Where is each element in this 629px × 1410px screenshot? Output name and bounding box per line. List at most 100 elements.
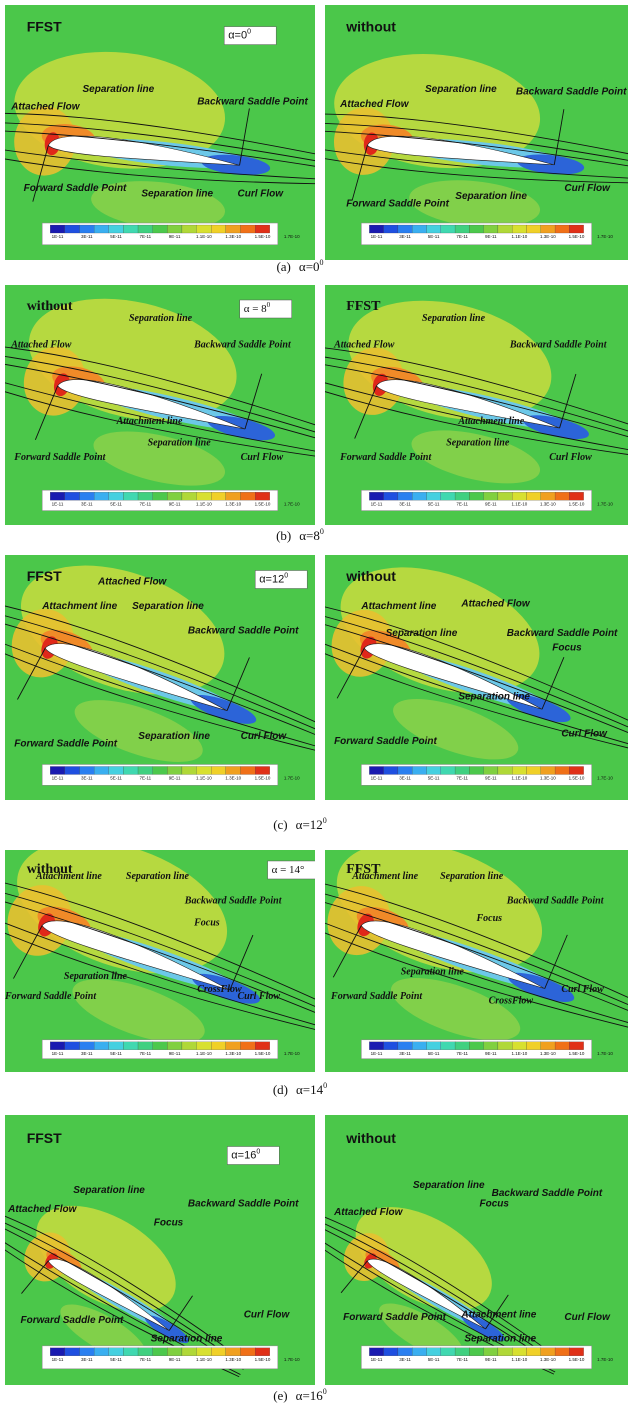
colorbar-swatch <box>569 492 583 500</box>
alpha-label: α=120 <box>259 573 288 586</box>
colorbar-swatch <box>79 1348 94 1356</box>
colorbar-label: 3E-11 <box>399 501 411 506</box>
colorbar-swatch <box>569 225 583 233</box>
colorbar-swatch <box>211 766 226 774</box>
colorbar-swatch <box>484 492 498 500</box>
colorbar-swatch <box>123 492 138 500</box>
colorbar-label: 1.1E-10 <box>511 1051 527 1056</box>
colorbar-label: 1.5E-10 <box>569 776 585 781</box>
colorbar-swatch <box>153 1348 168 1356</box>
caption-angle: α=14 <box>296 1082 324 1097</box>
annotation: Focus <box>480 1199 510 1210</box>
colorbar-swatch <box>241 1042 256 1050</box>
colorbar-swatch <box>94 766 109 774</box>
colorbar-swatch <box>484 1348 498 1356</box>
colorbar-swatch <box>412 766 426 774</box>
colorbar-label: 1.7E-10 <box>284 776 300 781</box>
annotation: Curl Flow <box>561 984 604 995</box>
colorbar-label: 1.5E-10 <box>255 1357 271 1362</box>
colorbar-swatch <box>498 225 512 233</box>
alpha-text: α=12 <box>259 573 284 585</box>
panel-title: without <box>27 299 73 314</box>
colorbar-label: 1.3E-10 <box>225 234 241 239</box>
colorbar-swatch <box>384 1348 398 1356</box>
colorbar-label: 7E-11 <box>140 776 152 781</box>
colorbar-swatch <box>541 225 555 233</box>
colorbar-swatch <box>526 492 540 500</box>
colorbar-label: 1.3E-10 <box>540 1051 556 1056</box>
colorbar-label: 3E-11 <box>81 501 93 506</box>
caption: (e)α=160 <box>273 1387 327 1403</box>
colorbar-swatch <box>441 225 455 233</box>
colorbar-swatch <box>79 766 94 774</box>
annotation: Curl Flow <box>238 991 281 1002</box>
colorbar-label: 1.7E-10 <box>284 1357 300 1362</box>
annotation: Attached Flow <box>10 102 81 113</box>
panel-title: FFST <box>27 568 62 584</box>
colorbar-label: 1.1E-10 <box>196 1357 212 1362</box>
colorbar-swatch <box>469 1348 483 1356</box>
colorbar-swatch <box>569 1042 583 1050</box>
annotation: Separation line <box>138 731 210 742</box>
annotation: Attachment line <box>351 871 418 882</box>
annotation: Focus <box>193 918 220 929</box>
colorbar-label: 5E-11 <box>110 1357 122 1362</box>
colorbar-swatch <box>526 225 540 233</box>
colorbar-swatch <box>226 766 241 774</box>
colorbar-swatch <box>241 1348 256 1356</box>
annotation: Attachment line <box>360 601 436 612</box>
colorbar-swatch <box>398 225 412 233</box>
colorbar-swatch <box>469 1042 483 1050</box>
colorbar-swatch <box>455 492 469 500</box>
annotation: Forward Saddle Point <box>24 183 127 194</box>
colorbar-swatch <box>50 766 65 774</box>
annotation: Curl Flow <box>238 188 285 199</box>
colorbar-label: 1.3E-10 <box>225 776 241 781</box>
colorbar-swatch <box>241 492 256 500</box>
colorbar-swatch <box>455 1348 469 1356</box>
colorbar-label: 5E-11 <box>110 1051 122 1056</box>
colorbar-label: 9E-11 <box>485 1357 497 1362</box>
annotation: Curl Flow <box>561 728 608 739</box>
colorbar-label: 1.1E-10 <box>511 501 527 506</box>
colorbar-swatch <box>412 225 426 233</box>
colorbar-label: 1.7E-10 <box>597 234 613 239</box>
colorbar-label: 1.1E-10 <box>196 776 212 781</box>
annotation: Attachment line <box>457 416 524 427</box>
caption-angle: α=16 <box>296 1388 324 1403</box>
colorbar-swatch <box>153 492 168 500</box>
colorbar-label: 1.5E-10 <box>569 234 585 239</box>
colorbar-label: 1E-11 <box>371 776 383 781</box>
colorbar-swatch <box>138 225 153 233</box>
colorbar-label: 7E-11 <box>140 234 152 239</box>
alpha-sup: 0 <box>267 301 271 309</box>
colorbar-label: 1.3E-10 <box>225 1051 241 1056</box>
colorbar-label: 1.1E-10 <box>196 1051 212 1056</box>
colorbar-swatch <box>369 1042 383 1050</box>
annotation: Backward Saddle Point <box>193 339 292 350</box>
colorbar-label: 7E-11 <box>456 1051 468 1056</box>
colorbar-swatch <box>153 1042 168 1050</box>
panel: 1E-113E-115E-117E-119E-111.1E-101.3E-101… <box>0 516 369 815</box>
caption: (a)α=00 <box>276 258 323 274</box>
colorbar-label: 7E-11 <box>456 501 468 506</box>
colorbar-label: 9E-11 <box>485 501 497 506</box>
colorbar-swatch <box>427 225 441 233</box>
annotation: Focus <box>154 1218 184 1229</box>
annotation: Curl Flow <box>549 452 592 463</box>
colorbar-swatch <box>123 766 138 774</box>
annotation: Separation line <box>64 971 128 982</box>
annotation: Focus <box>476 913 503 924</box>
colorbar-swatch <box>498 1042 512 1050</box>
colorbar-swatch <box>498 1348 512 1356</box>
alpha-text: α=16 <box>231 1149 256 1161</box>
annotation: Separation line <box>413 1180 485 1191</box>
colorbar-label: 1E-11 <box>371 234 383 239</box>
colorbar-label: 5E-11 <box>428 1051 440 1056</box>
colorbar-label: 3E-11 <box>399 1051 411 1056</box>
colorbar-label: 1E-11 <box>371 501 383 506</box>
colorbar-label: 1.3E-10 <box>540 234 556 239</box>
colorbar-swatch <box>167 492 182 500</box>
colorbar-swatch <box>211 225 226 233</box>
colorbar-swatch <box>182 492 197 500</box>
